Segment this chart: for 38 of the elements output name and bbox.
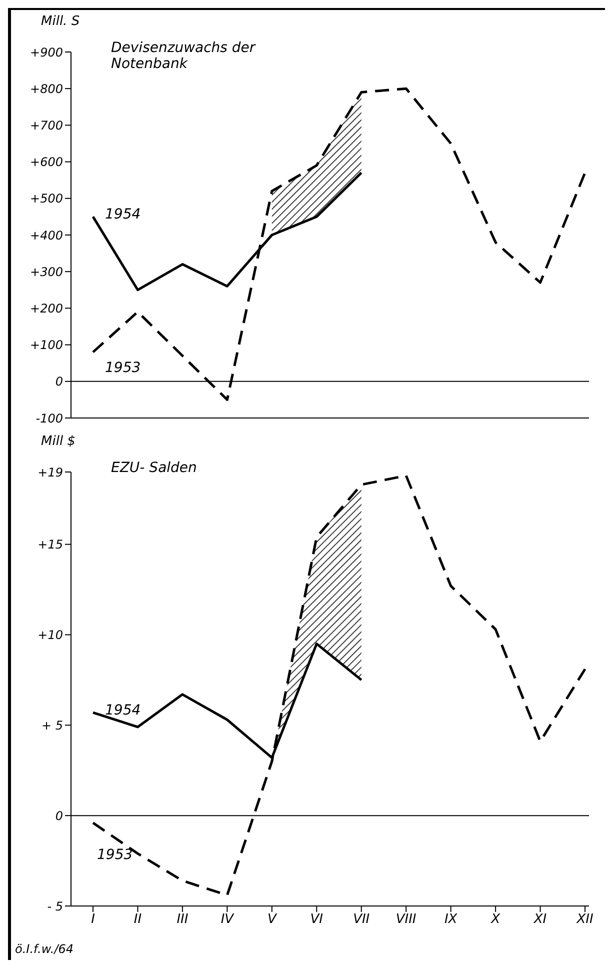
x-tick-label: VI bbox=[310, 912, 324, 928]
y-tick-label: 0 bbox=[55, 374, 64, 389]
series-label: 1953 bbox=[105, 360, 141, 376]
y-tick-label: 0 bbox=[55, 808, 64, 823]
y-tick-label: +10 bbox=[38, 628, 64, 642]
text: ö.I.f.w./64 bbox=[15, 942, 74, 956]
x-tick-label: XI bbox=[532, 912, 547, 928]
x-tick-label: IX bbox=[444, 912, 458, 928]
y-tick-label: +600 bbox=[30, 155, 64, 170]
series-label: 1954 bbox=[105, 702, 141, 719]
y-tick-label: +500 bbox=[30, 192, 64, 206]
x-tick-label: II bbox=[134, 912, 142, 928]
y-tick-label: +300 bbox=[30, 264, 64, 279]
y-tick-label: +15 bbox=[38, 538, 63, 552]
x-tick-label: X bbox=[490, 912, 502, 928]
y-tick-label: +900 bbox=[30, 45, 64, 60]
x-tick-label: V bbox=[267, 912, 278, 928]
x-tick-label: VII bbox=[353, 912, 370, 928]
y-tick-label: + 5 bbox=[41, 718, 63, 732]
x-tick-label: IV bbox=[220, 912, 235, 928]
y-tick-label: -100 bbox=[36, 411, 64, 426]
y-tick-label: - 5 bbox=[47, 899, 63, 914]
x-tick-label: XII bbox=[576, 912, 594, 928]
x-tick-label: III bbox=[176, 912, 188, 928]
series-label: 1953 bbox=[97, 846, 133, 863]
x-tick-label: VIII bbox=[396, 912, 416, 928]
y-tick-label: +100 bbox=[30, 338, 64, 352]
chart-title: Devisenzuwachs der Notenbank bbox=[111, 40, 257, 72]
y-tick-label: +400 bbox=[30, 228, 64, 242]
y-tick-label: +200 bbox=[30, 301, 64, 316]
y-tick-label: +800 bbox=[30, 82, 64, 96]
y-tick-label: +700 bbox=[30, 118, 64, 132]
chart-title: EZU- Salden bbox=[111, 460, 198, 476]
y-axis-title: Mill $ bbox=[41, 434, 76, 449]
y-axis-title: Mill. S bbox=[41, 14, 80, 29]
y-tick-label: +19 bbox=[38, 465, 63, 480]
x-tick-label: I bbox=[91, 912, 96, 928]
series-label: 1954 bbox=[105, 206, 141, 223]
